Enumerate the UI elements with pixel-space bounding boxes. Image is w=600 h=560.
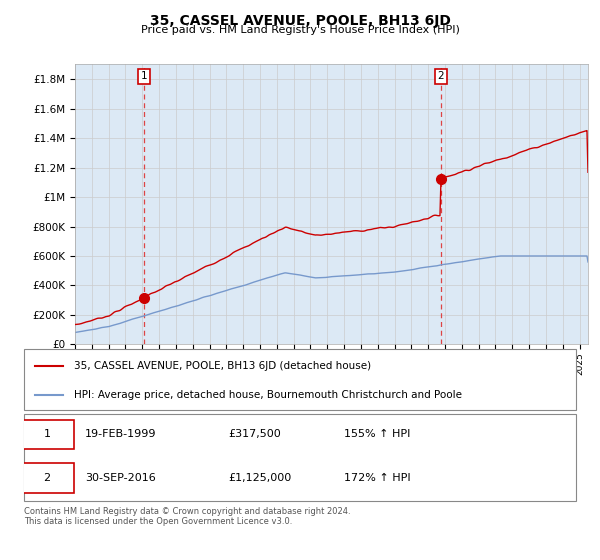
Text: Price paid vs. HM Land Registry's House Price Index (HPI): Price paid vs. HM Land Registry's House … <box>140 25 460 35</box>
Text: £317,500: £317,500 <box>228 430 281 440</box>
Text: 1: 1 <box>44 430 50 440</box>
Text: 30-SEP-2016: 30-SEP-2016 <box>85 473 155 483</box>
Text: 2: 2 <box>44 473 51 483</box>
FancyBboxPatch shape <box>24 349 576 410</box>
Text: 35, CASSEL AVENUE, POOLE, BH13 6JD: 35, CASSEL AVENUE, POOLE, BH13 6JD <box>149 14 451 28</box>
FancyBboxPatch shape <box>24 414 576 501</box>
FancyBboxPatch shape <box>21 419 74 449</box>
Text: Contains HM Land Registry data © Crown copyright and database right 2024.
This d: Contains HM Land Registry data © Crown c… <box>24 507 350 526</box>
Text: 1: 1 <box>141 71 148 81</box>
Text: 155% ↑ HPI: 155% ↑ HPI <box>344 430 410 440</box>
Text: 35, CASSEL AVENUE, POOLE, BH13 6JD (detached house): 35, CASSEL AVENUE, POOLE, BH13 6JD (deta… <box>74 361 371 371</box>
Text: 19-FEB-1999: 19-FEB-1999 <box>85 430 156 440</box>
Text: £1,125,000: £1,125,000 <box>228 473 292 483</box>
Text: 172% ↑ HPI: 172% ↑ HPI <box>344 473 411 483</box>
Text: 2: 2 <box>437 71 444 81</box>
Text: HPI: Average price, detached house, Bournemouth Christchurch and Poole: HPI: Average price, detached house, Bour… <box>74 390 461 400</box>
FancyBboxPatch shape <box>21 463 74 493</box>
